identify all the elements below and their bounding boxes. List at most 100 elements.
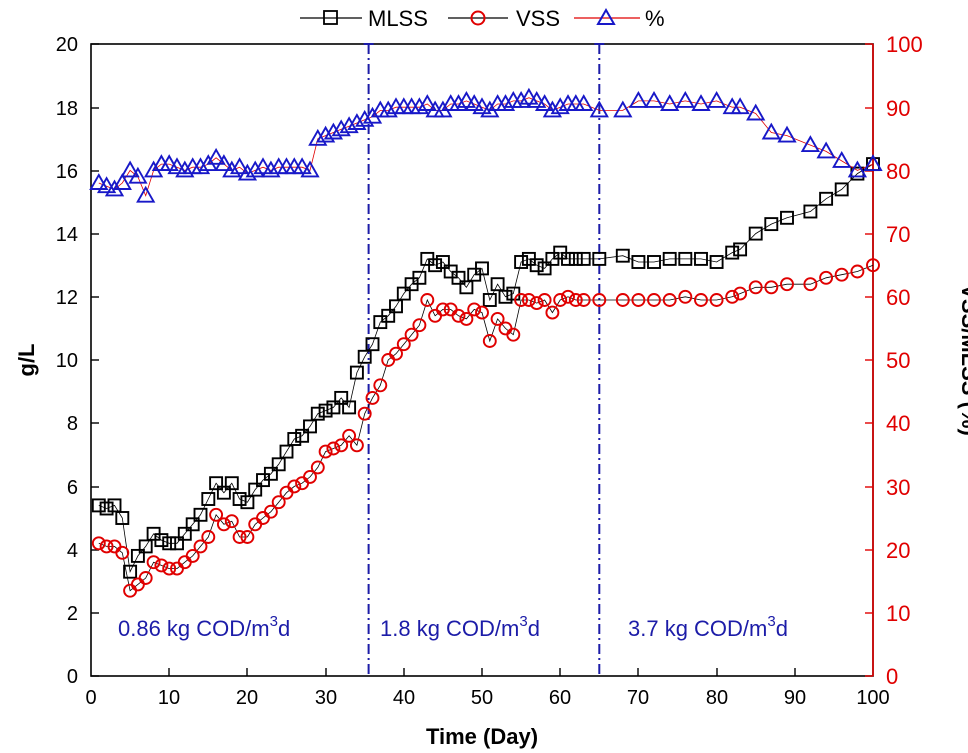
mlss-point bbox=[694, 251, 708, 266]
vss-point bbox=[271, 495, 286, 510]
percent-point bbox=[589, 100, 609, 118]
vss-point bbox=[224, 514, 239, 529]
y-tick-label: 10 bbox=[56, 350, 78, 372]
mlss-point bbox=[248, 482, 263, 497]
mlss-point bbox=[91, 498, 106, 513]
vss-point bbox=[412, 318, 427, 333]
mlss-point bbox=[130, 548, 145, 563]
period-label-1-tail: d bbox=[278, 616, 290, 641]
y-tick-label: 16 bbox=[56, 161, 78, 183]
percent-point bbox=[261, 160, 281, 178]
percent-point bbox=[832, 150, 852, 168]
mlss-point bbox=[435, 255, 450, 269]
vss-point bbox=[866, 258, 880, 273]
percent-point bbox=[120, 160, 140, 178]
period-label-3-tail: d bbox=[776, 616, 788, 641]
vss-point bbox=[146, 555, 161, 570]
vss-point bbox=[490, 311, 505, 326]
percent-point bbox=[409, 97, 430, 115]
percent-point bbox=[863, 154, 883, 172]
x-tick-label: 50 bbox=[471, 687, 493, 709]
y2-tick-label: 60 bbox=[886, 285, 910, 310]
mlss-point bbox=[193, 507, 208, 522]
mlss-point bbox=[631, 255, 646, 269]
vss-point bbox=[850, 264, 865, 279]
mlss-point bbox=[764, 217, 779, 232]
y-tick-label: 18 bbox=[56, 98, 78, 120]
vss-point bbox=[451, 308, 466, 323]
mlss-point bbox=[428, 258, 443, 273]
legend-percent-label: % bbox=[645, 6, 665, 31]
y-tick-label: 6 bbox=[67, 477, 78, 499]
mlss-point bbox=[115, 511, 130, 525]
vss-point bbox=[568, 293, 583, 307]
mlss-point bbox=[498, 289, 513, 304]
percent-point bbox=[229, 157, 250, 175]
vss-point bbox=[404, 327, 419, 342]
percent-point bbox=[300, 160, 320, 178]
vss-point bbox=[576, 293, 591, 307]
mlss-point bbox=[381, 308, 396, 323]
percent-point bbox=[245, 160, 265, 178]
percent-point bbox=[89, 173, 109, 190]
vss-point bbox=[459, 311, 474, 326]
percent-point bbox=[112, 173, 132, 190]
mlss-point bbox=[342, 400, 357, 415]
legend-vss-label: VSS bbox=[516, 6, 560, 31]
mlss-point bbox=[201, 492, 216, 506]
mlss-point bbox=[459, 280, 474, 295]
vss-point bbox=[326, 441, 341, 456]
mlss-point bbox=[295, 428, 310, 443]
percent-point bbox=[542, 100, 563, 118]
percent-point bbox=[816, 141, 836, 159]
y2-tick-label: 100 bbox=[886, 32, 923, 57]
vss-point bbox=[475, 305, 489, 320]
vss-point bbox=[193, 539, 208, 554]
percent-point bbox=[315, 125, 336, 143]
percent-point bbox=[159, 154, 179, 172]
percent-point bbox=[800, 135, 821, 153]
mlss-point bbox=[482, 293, 497, 307]
y-tick-label: 2 bbox=[67, 603, 78, 625]
legend-mlss-label: MLSS bbox=[368, 6, 428, 31]
mlss-point bbox=[123, 564, 138, 579]
vss-point bbox=[537, 293, 552, 307]
vss-point bbox=[162, 561, 177, 576]
mlss-point bbox=[107, 498, 122, 513]
percent-point bbox=[136, 185, 156, 203]
vss-point bbox=[357, 406, 372, 421]
series-percent bbox=[89, 87, 883, 203]
y2-tick-label: 30 bbox=[886, 475, 910, 500]
vss-point bbox=[287, 479, 302, 494]
mlss-point bbox=[240, 495, 255, 510]
percent-point bbox=[675, 90, 695, 108]
mlss-point bbox=[514, 255, 529, 269]
vss-point bbox=[553, 293, 568, 307]
mlss-point bbox=[748, 226, 763, 241]
vss-point bbox=[349, 438, 364, 453]
mlss-point bbox=[287, 432, 302, 446]
period-label-1-sup: 3 bbox=[270, 613, 278, 630]
vss-point bbox=[318, 444, 333, 459]
mlss-point bbox=[263, 466, 278, 481]
mlss-point bbox=[615, 248, 630, 263]
percent-point bbox=[175, 160, 195, 178]
vss-point bbox=[662, 293, 677, 307]
mlss-point bbox=[170, 536, 184, 551]
mlss-point bbox=[725, 245, 740, 260]
percent-point bbox=[706, 90, 727, 108]
percent-point bbox=[378, 100, 398, 118]
mlss-point bbox=[678, 251, 693, 266]
vss-point bbox=[631, 293, 646, 307]
mlss-point bbox=[709, 255, 724, 269]
percent-point bbox=[456, 90, 477, 108]
period-label-3-text: 3.7 kg COD/m bbox=[628, 616, 767, 641]
x-tick-marks bbox=[168, 668, 796, 676]
mlss-point bbox=[154, 533, 169, 548]
period-label-3: 3.7 kg COD/m3d bbox=[628, 613, 788, 641]
percent-point bbox=[323, 122, 344, 140]
mlss-point bbox=[451, 270, 466, 285]
vss-point bbox=[819, 270, 834, 285]
vss-point bbox=[216, 517, 231, 532]
mlss-point bbox=[576, 251, 591, 266]
